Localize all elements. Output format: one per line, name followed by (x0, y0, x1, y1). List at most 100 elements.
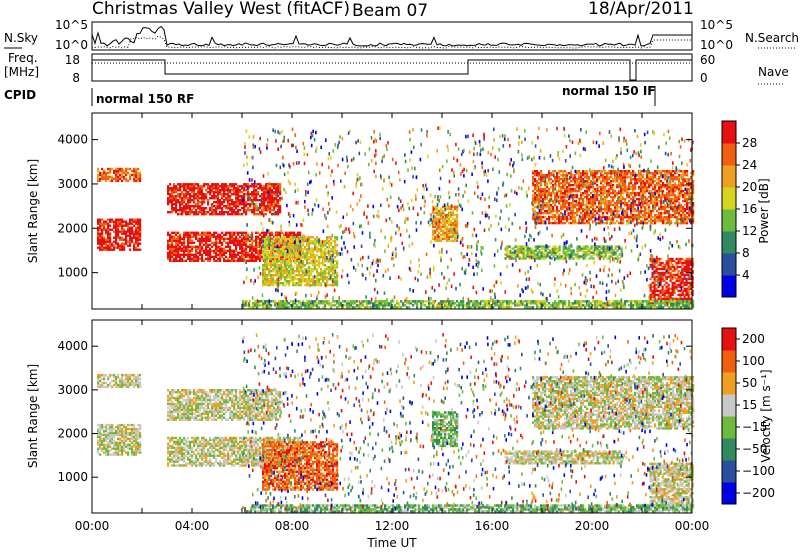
power-cell (229, 255, 232, 258)
power-cell (628, 185, 631, 189)
power-cell (534, 205, 537, 209)
power-cell (651, 295, 654, 299)
power-cell (209, 235, 212, 238)
power-cell (328, 266, 331, 269)
power-cell (97, 234, 100, 237)
power-cell (241, 237, 244, 240)
power-cell (312, 282, 315, 285)
power-cell (227, 243, 230, 246)
power-cell (133, 179, 136, 183)
power-cell (661, 297, 664, 301)
power-cell (320, 276, 323, 279)
power-cell (239, 189, 242, 192)
power-cell (572, 197, 575, 201)
power-cell (572, 213, 575, 217)
power-cell (269, 187, 272, 190)
power-cell (434, 223, 437, 226)
power-cell (664, 217, 667, 221)
power-cell (661, 279, 664, 283)
power-cell (320, 242, 323, 245)
power-cell (231, 255, 234, 258)
power-cell (97, 242, 100, 245)
power-cell (610, 211, 613, 215)
power-cell (576, 195, 579, 199)
power-cell (121, 167, 124, 171)
power-cell (680, 174, 683, 177)
power-cell (117, 175, 120, 179)
power-cell (662, 185, 665, 189)
power-cell (253, 255, 256, 258)
power-cell (586, 199, 589, 203)
power-cell (624, 213, 627, 217)
power-cell (582, 193, 585, 197)
power-cell (540, 180, 543, 183)
power-cell (687, 281, 690, 285)
power-cell (690, 184, 693, 187)
power-cell (167, 241, 170, 244)
power-cell (173, 235, 176, 238)
power-cell (658, 213, 661, 217)
power-cell (622, 197, 625, 201)
power-cell (606, 247, 609, 250)
power-cell (612, 184, 615, 187)
power-cell (183, 255, 186, 258)
power-cell (678, 180, 681, 183)
power-cell (612, 180, 615, 183)
power-cell (669, 291, 672, 295)
power-cell (598, 221, 601, 225)
power-cell (538, 245, 541, 248)
power-cell (316, 260, 319, 263)
power-cell (139, 224, 142, 227)
power-cell (678, 174, 681, 177)
power-cell (241, 203, 244, 206)
power-cell (614, 203, 617, 207)
power-cell (207, 191, 210, 194)
power-cell (512, 253, 515, 256)
power-cell (271, 199, 274, 202)
power-cell (121, 218, 124, 221)
power-cell (297, 235, 300, 238)
power-cell (255, 189, 258, 192)
power-cell (328, 274, 331, 277)
power-cell (280, 274, 283, 277)
power-cell (322, 270, 325, 273)
power-cell (673, 283, 676, 287)
power-cell (618, 170, 621, 173)
power-cell (275, 213, 278, 216)
power-cell (652, 209, 655, 213)
power-cell (558, 182, 561, 185)
power-cell (438, 237, 441, 240)
power-cell (243, 193, 246, 196)
power-cell (99, 246, 102, 249)
power-cell (209, 187, 212, 190)
power-cell (223, 187, 226, 190)
power-cell (666, 211, 669, 215)
power-cell (668, 193, 671, 197)
power-cell (651, 301, 654, 305)
power-cell (223, 257, 226, 260)
power-cell (171, 193, 174, 196)
power-cell (649, 293, 652, 297)
power-cell (227, 205, 230, 208)
power-cell (227, 185, 230, 188)
power-cell (620, 195, 623, 199)
power-cell (686, 178, 689, 181)
power-cell (223, 211, 226, 214)
power-cell (295, 233, 298, 236)
power-cell (677, 269, 680, 273)
power-cell (336, 280, 339, 283)
power-cell (275, 199, 278, 202)
power-cell (659, 283, 662, 287)
power-cell (442, 217, 445, 221)
power-cell (284, 280, 287, 283)
power-cell (667, 261, 670, 265)
power-cell (628, 217, 631, 221)
power-cell (568, 191, 571, 195)
power-cell (440, 217, 443, 221)
power-cell (657, 273, 660, 277)
power-cell (682, 199, 685, 203)
power-cell (606, 257, 609, 260)
power-cell (223, 237, 226, 240)
power-cell (442, 229, 445, 232)
